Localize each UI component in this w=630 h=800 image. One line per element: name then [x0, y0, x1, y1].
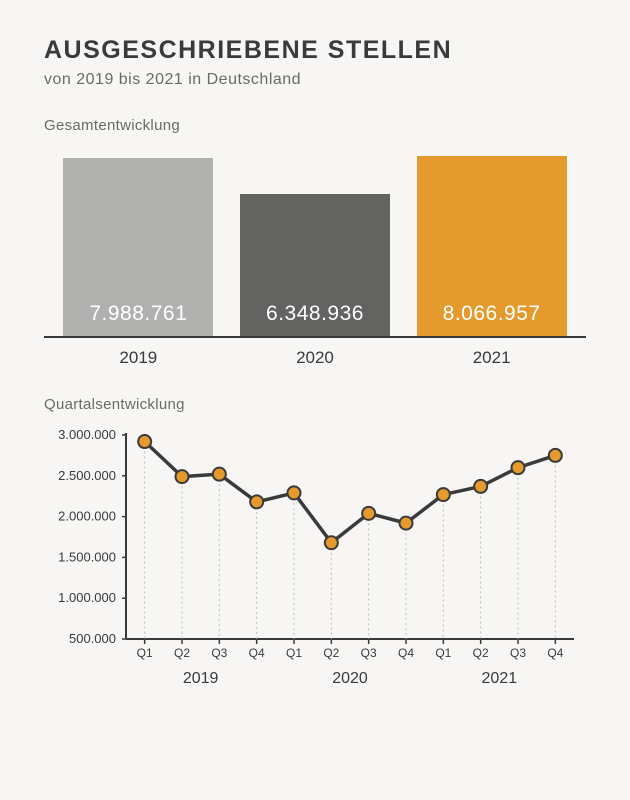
marker: [288, 486, 301, 499]
bar-value-2021: 8.066.957: [417, 302, 567, 326]
marker: [250, 495, 263, 508]
bar-value-2019: 7.988.761: [63, 302, 213, 326]
x-tick-label: Q2: [473, 646, 489, 660]
page-title: AUSGESCHRIEBENE STELLEN: [44, 36, 586, 65]
y-tick-label: 500.000: [69, 631, 116, 646]
x-tick-label: Q1: [286, 646, 302, 660]
x-tick-label: Q3: [510, 646, 526, 660]
line-path: [145, 442, 556, 543]
bar-year-2021: 2021: [417, 348, 567, 368]
marker: [549, 449, 562, 462]
line-chart: 500.000 1.000.000 1.500.000 2.000.000 2.500.…: [44, 427, 586, 703]
marker: [512, 461, 525, 474]
marker: [437, 488, 450, 501]
marker: [362, 507, 375, 520]
marker: [400, 517, 413, 530]
x-axis: Q1 Q2 Q3 Q4 Q1 Q2 Q3 Q4 Q1 Q2 Q3 Q4: [137, 639, 564, 660]
line-chart-label: Quartalsentwicklung: [44, 396, 586, 413]
x-tick-label: Q2: [174, 646, 190, 660]
marker: [325, 536, 338, 549]
year-labels: 2019 2020 2021: [183, 670, 517, 687]
y-tick-label: 3.000.000: [58, 427, 116, 442]
bar-2020: 6.348.936: [240, 194, 390, 336]
bar-year-2019: 2019: [63, 348, 213, 368]
x-tick-label: Q4: [547, 646, 563, 660]
y-tick-label: 2.500.000: [58, 468, 116, 483]
marker: [213, 468, 226, 481]
bar-2021: 8.066.957: [417, 156, 567, 336]
x-tick-label: Q4: [249, 646, 265, 660]
x-tick-label: Q3: [361, 646, 377, 660]
drop-lines: [145, 442, 556, 639]
marker: [138, 435, 151, 448]
x-tick-label: Q1: [435, 646, 451, 660]
y-tick-label: 1.500.000: [58, 549, 116, 564]
x-tick-label: Q4: [398, 646, 414, 660]
marker: [176, 470, 189, 483]
bar-value-2020: 6.348.936: [240, 302, 390, 326]
bar-year-2020: 2020: [240, 348, 390, 368]
x-tick-label: Q2: [323, 646, 339, 660]
marker: [474, 480, 487, 493]
bar-2019: 7.988.761: [63, 158, 213, 336]
bar-chart-label: Gesamtentwicklung: [44, 117, 586, 134]
y-axis: 500.000 1.000.000 1.500.000 2.000.000 2.500.…: [58, 427, 126, 646]
markers: [138, 435, 562, 549]
y-tick-label: 1.000.000: [58, 590, 116, 605]
y-tick-label: 2.000.000: [58, 509, 116, 524]
year-label: 2020: [332, 670, 368, 687]
page-subtitle: von 2019 bis 2021 in Deutschland: [44, 71, 586, 89]
year-label: 2021: [482, 670, 518, 687]
bar-chart-x-labels: 2019 2020 2021: [44, 338, 586, 368]
year-label: 2019: [183, 670, 219, 687]
bar-chart: 7.988.761 6.348.936 8.066.957: [44, 148, 586, 338]
x-tick-label: Q1: [137, 646, 153, 660]
x-tick-label: Q3: [211, 646, 227, 660]
